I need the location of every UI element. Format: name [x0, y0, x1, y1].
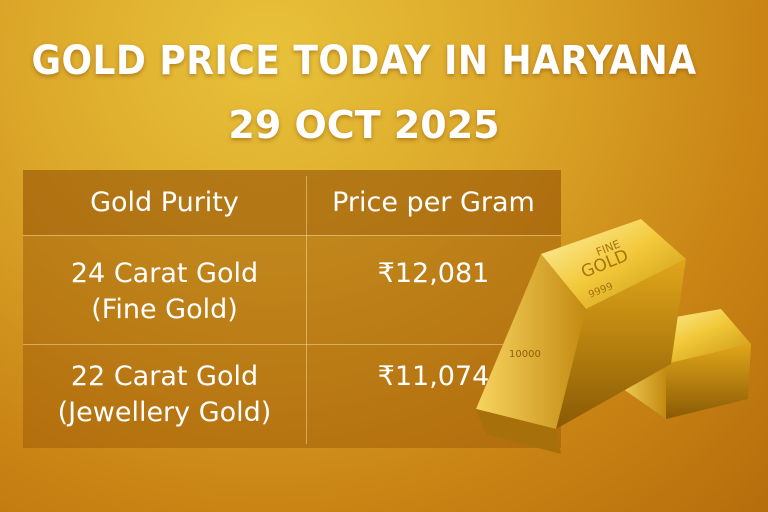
purity-name: 22 Carat Gold — [70, 361, 259, 392]
gold-bar-front: FINE GOLD 9999 10000 — [476, 219, 686, 454]
table-row: 24 Carat Gold (Fine Gold) ₹12,081 — [23, 236, 561, 344]
purity-cell: 24 Carat Gold (Fine Gold) — [23, 236, 306, 344]
purity-note: (Fine Gold) — [91, 294, 238, 325]
column-divider — [306, 176, 307, 444]
page-title: GOLD PRICE TODAY IN HARYANA — [31, 38, 697, 84]
bar-stamp-side: 10000 — [509, 349, 541, 360]
purity-note: (Jewellery Gold) — [57, 397, 272, 428]
table-row: 22 Carat Gold (Jewellery Gold) ₹11,074 — [23, 345, 561, 448]
header-gold-purity: Gold Purity — [90, 187, 239, 218]
header-price-per-gram: Price per Gram — [332, 187, 535, 218]
table-header-row: Gold Purity Price per Gram — [23, 170, 561, 235]
divider — [23, 344, 561, 345]
date-label: 29 OCT 2025 — [228, 103, 500, 147]
gold-bars-image: FINE GOLD 9999 10000 — [476, 219, 751, 454]
divider — [23, 235, 561, 236]
price-cell: ₹11,074 — [377, 361, 490, 392]
price-table: Gold Purity Price per Gram 24 Carat Gold… — [23, 170, 561, 448]
price-cell: ₹12,081 — [377, 258, 490, 289]
purity-name: 24 Carat Gold — [70, 258, 259, 289]
purity-cell: 22 Carat Gold (Jewellery Gold) — [23, 345, 306, 448]
